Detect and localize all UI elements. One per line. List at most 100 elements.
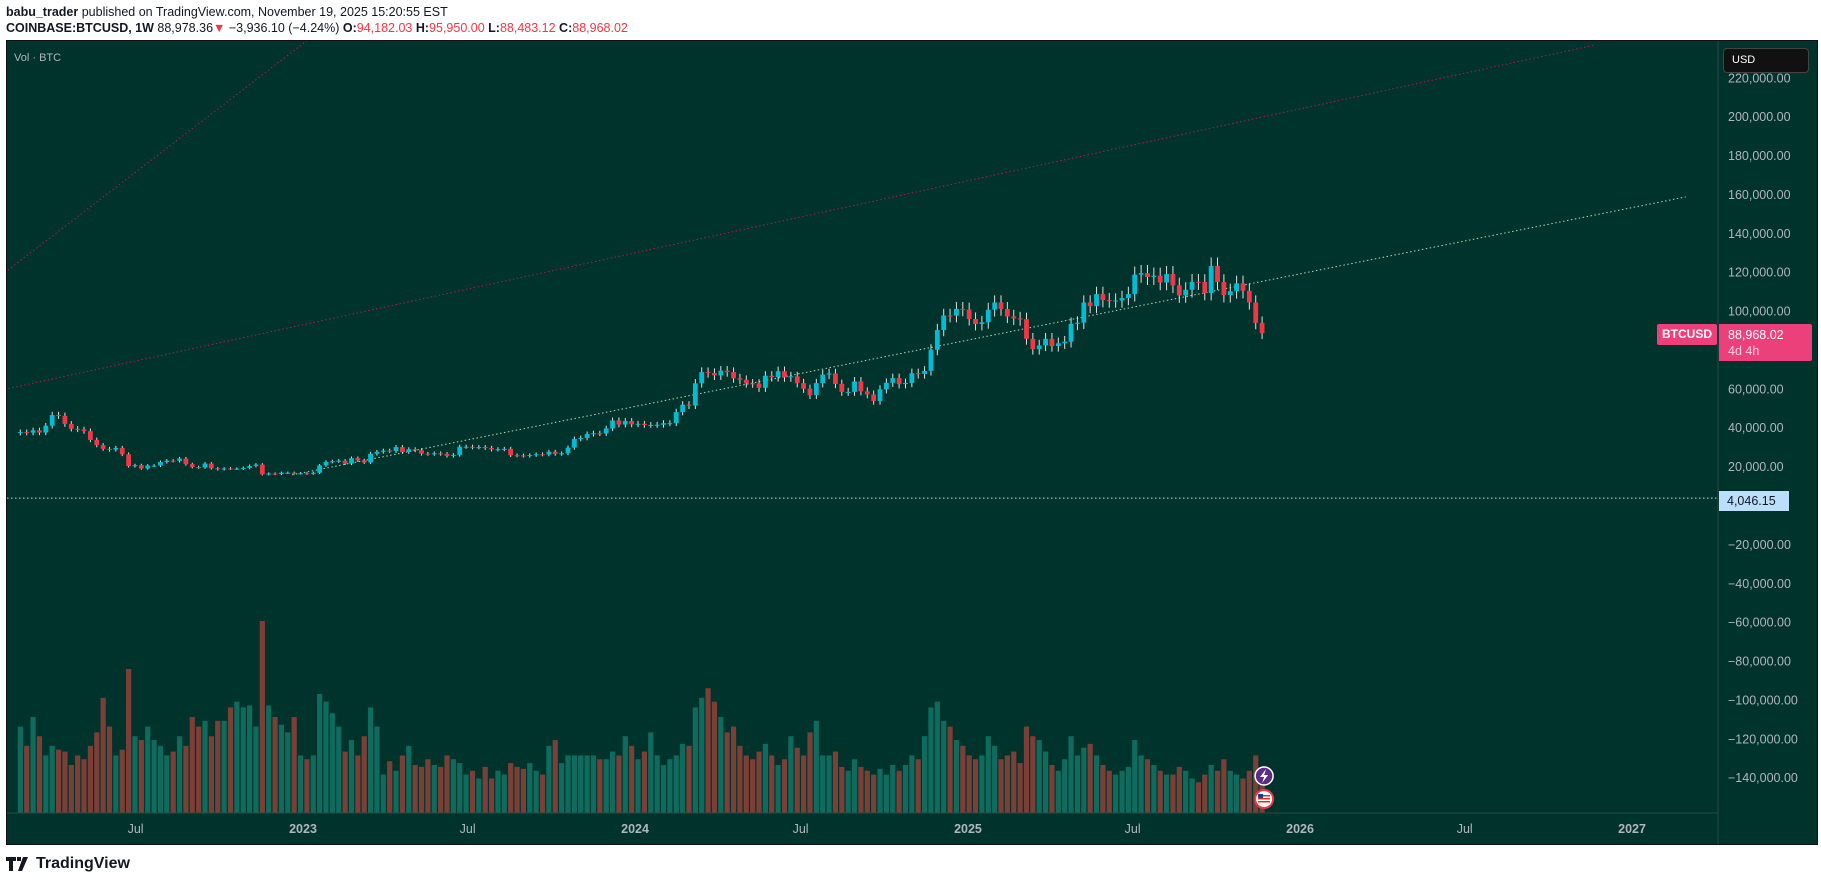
volume-bar <box>635 759 641 813</box>
volume-bar <box>737 745 743 813</box>
candle <box>43 425 49 433</box>
volume-bar <box>1132 740 1138 813</box>
time-tick-label: Jul <box>1457 822 1473 836</box>
price-tick-label: −80,000.00 <box>1728 655 1791 669</box>
candle <box>304 473 310 475</box>
volume-bar <box>1081 747 1087 813</box>
candle <box>323 461 329 466</box>
candle <box>559 453 565 455</box>
candle <box>801 383 807 389</box>
candle <box>909 373 915 383</box>
volume-bar <box>488 778 495 813</box>
volume-bar <box>654 755 660 813</box>
candle <box>463 446 469 448</box>
flag-stripe <box>1258 798 1271 800</box>
volume-bar <box>425 759 431 813</box>
volume-bar <box>788 736 794 813</box>
volume-bar <box>960 745 966 813</box>
volume-bar <box>864 770 870 813</box>
volume-bar <box>431 765 437 813</box>
candle <box>616 420 622 425</box>
chart-pane[interactable] <box>6 40 1818 845</box>
high-label: H: <box>415 21 430 35</box>
currency-button[interactable]: USD <box>1723 48 1809 73</box>
volume-bar <box>756 751 762 813</box>
volume-bar <box>928 707 934 813</box>
candle <box>100 445 106 449</box>
candle <box>686 404 692 406</box>
volume-bar <box>106 726 113 813</box>
candle <box>712 373 717 376</box>
price-tick-label: 160,000.00 <box>1728 188 1791 202</box>
volume-bar <box>196 726 202 813</box>
candle <box>546 451 552 455</box>
candle <box>1138 273 1144 275</box>
candle <box>1075 322 1080 324</box>
volume-bar <box>1106 770 1112 813</box>
volume-bar <box>781 759 788 813</box>
candle <box>94 439 100 446</box>
volume-bar <box>1214 770 1221 813</box>
volume-bar <box>552 740 558 813</box>
candle <box>170 460 176 462</box>
candle <box>470 446 475 448</box>
candle <box>1145 273 1150 277</box>
open-label: O: <box>342 21 357 35</box>
tradingview-logo[interactable]: TradingView <box>6 855 130 873</box>
volume-bar <box>259 621 265 813</box>
volume-bar <box>412 765 418 813</box>
volume-bar <box>673 755 679 813</box>
volume-bar <box>590 755 597 813</box>
time-tick-label: 2027 <box>1618 822 1646 836</box>
lightning-icon <box>1254 766 1274 786</box>
candle <box>259 464 265 475</box>
candle <box>864 391 870 395</box>
flag-stripe <box>1258 801 1271 803</box>
candle <box>941 315 947 331</box>
candle <box>979 322 985 325</box>
volume-bar <box>367 707 374 813</box>
candle <box>591 433 596 435</box>
candle <box>622 421 628 425</box>
volume-bar <box>126 669 132 813</box>
down-arrow-icon: ▼ <box>213 21 226 35</box>
candle <box>482 447 488 449</box>
volume-bar <box>1176 766 1182 813</box>
candle <box>552 451 558 454</box>
candle <box>883 382 889 390</box>
candle <box>400 447 405 452</box>
price-tick-label: 120,000.00 <box>1728 266 1791 280</box>
volume-bar <box>24 745 30 813</box>
candle <box>1132 274 1138 295</box>
lightning-glyph <box>1260 769 1269 783</box>
candle <box>349 458 354 464</box>
candle <box>138 465 144 469</box>
candle <box>1234 283 1240 292</box>
author-name[interactable]: babu_trader <box>6 5 79 19</box>
time-tick-label: Jul <box>460 822 476 836</box>
candle <box>329 461 335 463</box>
candle <box>954 308 959 316</box>
volume-bar <box>183 745 189 813</box>
volume-bar <box>49 745 55 813</box>
candle <box>1183 289 1189 296</box>
candle <box>62 415 68 424</box>
candle <box>126 454 132 467</box>
candle <box>419 450 424 454</box>
volume-bar <box>622 736 628 813</box>
volume-bar <box>1049 765 1055 813</box>
volume-bar <box>246 705 253 813</box>
volume-bar <box>297 755 304 813</box>
volume-bar <box>730 726 737 813</box>
candle <box>826 373 832 375</box>
volume-bar <box>724 732 730 813</box>
volume-bar <box>603 759 609 813</box>
volume-bar <box>81 759 87 813</box>
volume-bar <box>1246 770 1252 813</box>
volume-bar <box>597 759 603 813</box>
volume-bar <box>317 693 323 813</box>
candle <box>1119 297 1125 301</box>
candle <box>317 465 323 473</box>
price-tick-label: 140,000.00 <box>1728 227 1791 241</box>
